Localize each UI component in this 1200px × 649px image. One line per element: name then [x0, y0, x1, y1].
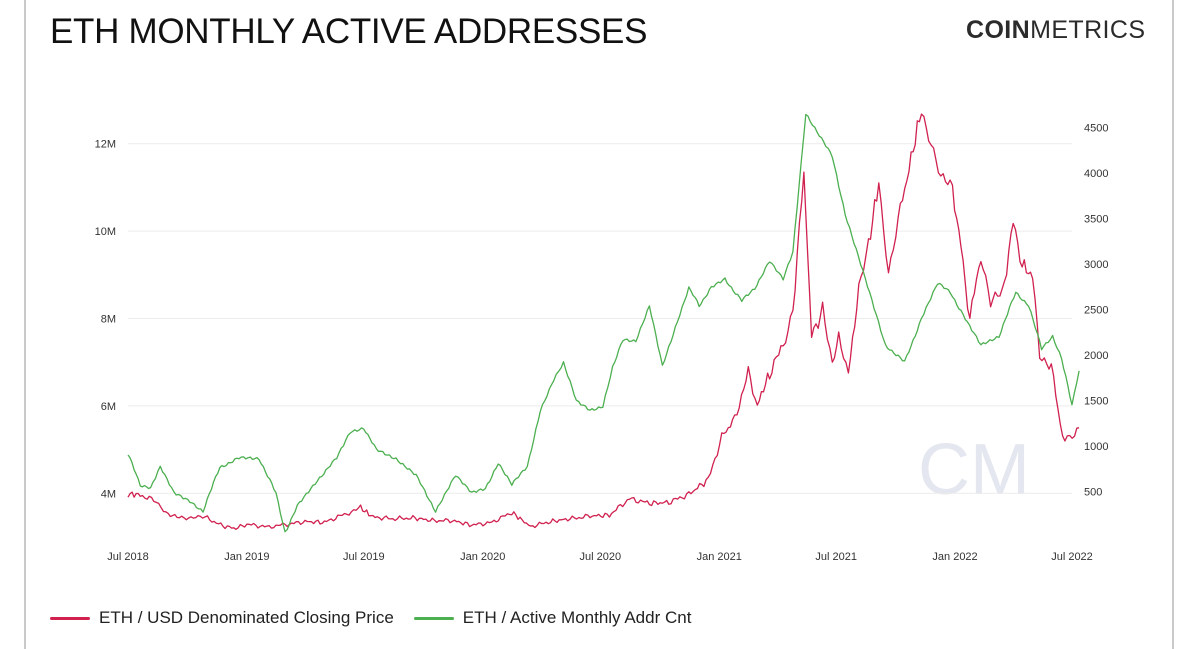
- legend-swatch-addresses: [413, 616, 454, 620]
- series-line-eth-price: [127, 113, 1080, 530]
- legend-item-addresses[interactable]: ETH / Active Monthly Addr Cnt: [413, 608, 692, 628]
- legend-label-price: ETH / USD Denominated Closing Price: [99, 608, 394, 627]
- y-right-tick-label: 3000: [1084, 259, 1108, 271]
- logo-text-metrics: METRICS: [1030, 16, 1146, 44]
- x-tick-label: Jan 2021: [697, 551, 742, 563]
- legend-label-addresses: ETH / Active Monthly Addr Cnt: [462, 608, 692, 627]
- x-tick-label: Jul 2022: [1051, 551, 1093, 563]
- x-tick-label: Jan 2020: [460, 551, 505, 563]
- y-right-tick-label: 500: [1084, 486, 1102, 498]
- x-axis: Jul 2018 Jan 2019 Jul 2019 Jan 2020 Jul 2020…: [107, 551, 1093, 563]
- watermark-cm: CM: [918, 430, 1030, 510]
- y-left-tick-label: 4M: [101, 488, 116, 500]
- x-tick-label: Jul 2019: [343, 551, 385, 563]
- line-chart: CM 4M 6M 8M 10M 12M 500 1000 1500 2000 2500 3000 3…: [95, 113, 1108, 563]
- series-group: [127, 113, 1080, 533]
- x-tick-label: Jul 2020: [580, 551, 622, 563]
- y-left-tick-label: 8M: [101, 314, 116, 326]
- coinmetrics-logo: COINMETRICS: [966, 16, 1145, 45]
- y-right-tick-label: 4000: [1084, 168, 1108, 180]
- chart-title: ETH MONTHLY ACTIVE ADDRESSES: [50, 12, 648, 51]
- legend: ETH / USD Denominated Closing Price ETH …: [50, 608, 711, 628]
- y-right-tick-label: 2000: [1084, 350, 1108, 362]
- x-tick-label: Jan 2019: [224, 551, 269, 563]
- y-left-tick-label: 12M: [95, 139, 116, 151]
- grid-lines: [128, 143, 1072, 494]
- series-line-active-addresses: [127, 113, 1080, 533]
- y-right-tick-label: 3500: [1084, 213, 1108, 225]
- legend-item-price[interactable]: ETH / USD Denominated Closing Price: [50, 608, 394, 628]
- y-right-tick-label: 4500: [1084, 122, 1108, 134]
- y-right-tick-label: 2500: [1084, 304, 1108, 316]
- x-tick-label: Jan 2022: [932, 551, 977, 563]
- y-axis-right: 500 1000 1500 2000 2500 3000 3500 4000 4500: [1084, 122, 1108, 498]
- y-right-tick-label: 1500: [1084, 395, 1108, 407]
- logo-text-coin: COIN: [966, 16, 1031, 44]
- y-axis-left: 4M 6M 8M 10M 12M: [95, 139, 116, 501]
- legend-swatch-price: [50, 616, 90, 620]
- x-tick-label: Jul 2018: [107, 551, 149, 563]
- y-right-tick-label: 1000: [1084, 441, 1108, 453]
- y-left-tick-label: 10M: [95, 226, 116, 238]
- y-left-tick-label: 6M: [101, 401, 116, 413]
- x-tick-label: Jul 2021: [815, 551, 857, 563]
- chart-frame: [24, 0, 1174, 649]
